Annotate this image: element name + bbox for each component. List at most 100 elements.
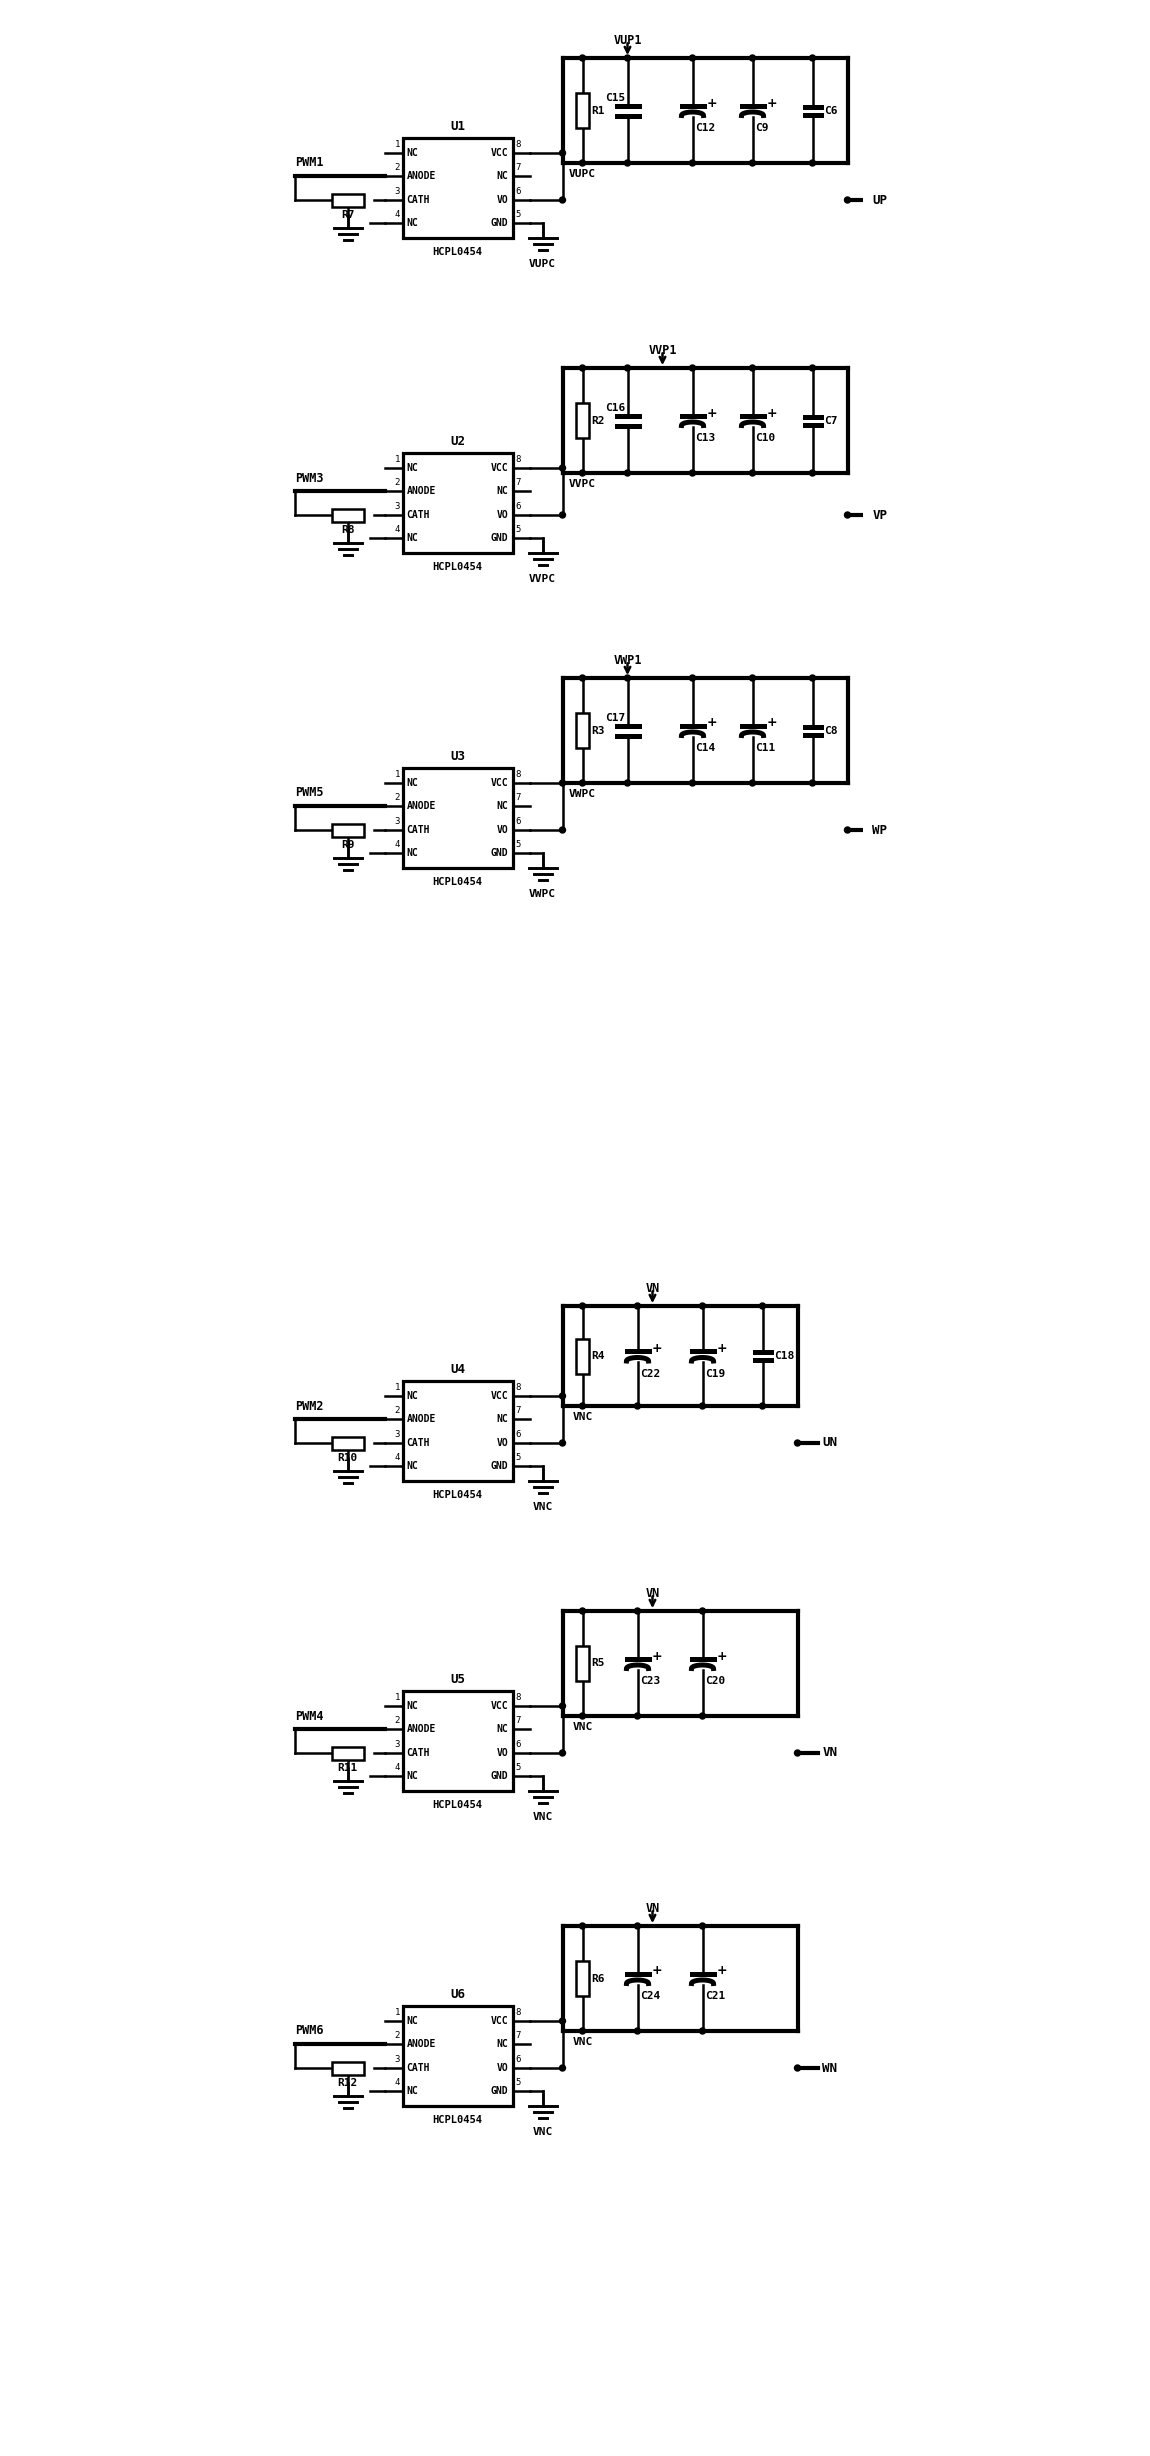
- Text: VO: VO: [497, 825, 508, 835]
- Circle shape: [560, 1439, 566, 1447]
- Circle shape: [699, 1304, 705, 1309]
- Text: +: +: [716, 1965, 728, 1977]
- Text: C22: C22: [641, 1368, 660, 1378]
- Text: 3: 3: [394, 2056, 400, 2063]
- Text: +: +: [652, 1650, 662, 1663]
- Circle shape: [699, 1923, 705, 1928]
- Circle shape: [560, 1751, 566, 1756]
- Text: 1: 1: [394, 1692, 400, 1702]
- Text: 1: 1: [394, 771, 400, 779]
- Text: C17: C17: [605, 712, 624, 722]
- Text: 1: 1: [394, 2009, 400, 2016]
- Text: HCPL0454: HCPL0454: [432, 562, 483, 572]
- Text: 4: 4: [394, 2078, 400, 2088]
- Circle shape: [580, 1923, 585, 1928]
- Text: C13: C13: [695, 432, 715, 442]
- Text: VVP1: VVP1: [649, 344, 676, 356]
- Bar: [402, 452, 513, 553]
- Text: ANODE: ANODE: [406, 2038, 436, 2048]
- Text: CATH: CATH: [406, 1749, 430, 1758]
- Text: 4: 4: [394, 840, 400, 850]
- Text: C20: C20: [705, 1675, 726, 1685]
- Text: 8: 8: [515, 140, 520, 150]
- Text: HCPL0454: HCPL0454: [432, 2115, 483, 2124]
- Text: VN: VN: [645, 1901, 660, 1916]
- Text: 5: 5: [515, 526, 520, 533]
- Circle shape: [635, 2029, 641, 2034]
- Text: ANODE: ANODE: [406, 1415, 436, 1424]
- Circle shape: [690, 469, 696, 476]
- Circle shape: [560, 1393, 566, 1400]
- Text: U6: U6: [450, 1987, 465, 2002]
- Text: CATH: CATH: [406, 2063, 430, 2073]
- Text: 6: 6: [515, 2056, 520, 2063]
- Bar: [576, 1960, 589, 1997]
- Text: CATH: CATH: [406, 1439, 430, 1449]
- Text: NC: NC: [406, 779, 419, 788]
- Text: ANODE: ANODE: [406, 486, 436, 496]
- Bar: [331, 823, 363, 837]
- Text: C16: C16: [605, 403, 624, 413]
- Circle shape: [580, 1609, 585, 1614]
- Circle shape: [699, 1712, 705, 1719]
- Text: C21: C21: [705, 1992, 726, 2002]
- Text: 7: 7: [515, 1717, 520, 1724]
- Text: R3: R3: [591, 725, 605, 734]
- Text: U1: U1: [450, 120, 465, 133]
- Text: 5: 5: [515, 840, 520, 850]
- Text: VCC: VCC: [491, 147, 508, 157]
- Text: R12: R12: [337, 2078, 358, 2088]
- Circle shape: [699, 1402, 705, 1410]
- Bar: [576, 93, 589, 128]
- Text: C19: C19: [705, 1368, 726, 1378]
- Text: VO: VO: [497, 2063, 508, 2073]
- Text: CATH: CATH: [406, 194, 430, 204]
- Text: R7: R7: [340, 211, 354, 221]
- Text: C15: C15: [605, 93, 624, 103]
- Text: C12: C12: [695, 123, 715, 133]
- Text: WP: WP: [873, 823, 888, 837]
- Text: C7: C7: [825, 415, 837, 425]
- Text: 4: 4: [394, 526, 400, 533]
- Text: VWPC: VWPC: [569, 788, 596, 798]
- Bar: [402, 769, 513, 867]
- Circle shape: [624, 469, 630, 476]
- Text: C23: C23: [641, 1675, 660, 1685]
- Text: C10: C10: [756, 432, 775, 442]
- Text: VUPC: VUPC: [569, 169, 596, 179]
- Text: VNC: VNC: [532, 1503, 553, 1513]
- Text: R2: R2: [591, 415, 605, 425]
- Text: VO: VO: [497, 1749, 508, 1758]
- Circle shape: [580, 781, 585, 786]
- Circle shape: [635, 1402, 641, 1410]
- Text: VUPC: VUPC: [529, 258, 555, 270]
- Text: 2: 2: [394, 162, 400, 172]
- Text: VVPC: VVPC: [529, 575, 555, 585]
- Circle shape: [560, 828, 566, 833]
- Text: CATH: CATH: [406, 511, 430, 521]
- Circle shape: [624, 160, 630, 167]
- Bar: [576, 403, 589, 437]
- Text: +: +: [652, 1965, 662, 1977]
- Text: +: +: [707, 96, 718, 111]
- Text: R9: R9: [340, 840, 354, 850]
- Text: VCC: VCC: [491, 2016, 508, 2026]
- Circle shape: [635, 1304, 641, 1309]
- Text: 4: 4: [394, 1454, 400, 1461]
- Text: GND: GND: [491, 847, 508, 857]
- Circle shape: [750, 160, 756, 167]
- Text: VNC: VNC: [532, 1813, 553, 1822]
- Circle shape: [580, 1712, 585, 1719]
- Text: VN: VN: [645, 1282, 660, 1294]
- Text: 7: 7: [515, 162, 520, 172]
- Text: +: +: [716, 1650, 728, 1663]
- Text: VVPC: VVPC: [569, 479, 596, 489]
- Text: VCC: VCC: [491, 1702, 508, 1712]
- Text: GND: GND: [491, 1771, 508, 1781]
- Circle shape: [844, 828, 851, 833]
- Text: U3: U3: [450, 749, 465, 764]
- Text: NC: NC: [406, 2016, 419, 2026]
- Circle shape: [560, 196, 566, 204]
- Circle shape: [580, 54, 585, 61]
- Bar: [402, 1692, 513, 1790]
